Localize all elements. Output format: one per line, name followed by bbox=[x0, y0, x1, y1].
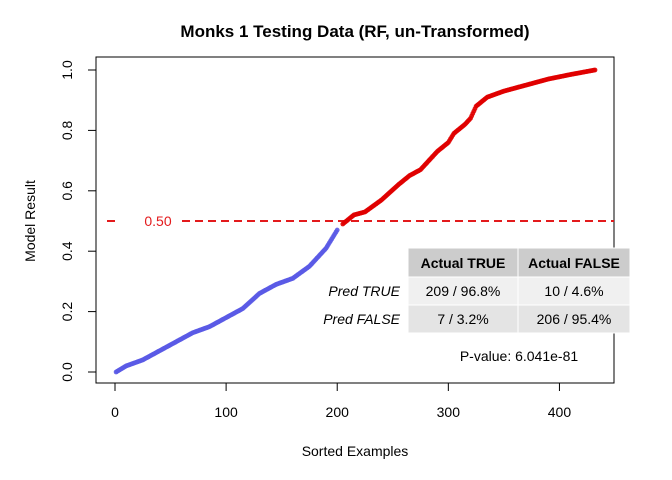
table-header-text: Actual TRUE bbox=[421, 255, 506, 271]
confusion-table: Actual TRUE Actual FALSE Pred TRUE 209 / 96… bbox=[323, 247, 631, 334]
threshold-group: 0.50 bbox=[107, 213, 614, 229]
data-point bbox=[334, 227, 340, 233]
x-tick-label: 400 bbox=[548, 404, 572, 420]
x-axis: 0 100 200 300 400 bbox=[111, 382, 572, 420]
x-tick-label: 200 bbox=[326, 404, 350, 420]
y-tick-label: 0.0 bbox=[59, 362, 75, 382]
table-header-cell bbox=[517, 247, 631, 278]
y-tick-label: 1.0 bbox=[59, 60, 75, 80]
table-header-text: Actual FALSE bbox=[528, 255, 620, 271]
table-row-label: Pred TRUE bbox=[328, 283, 400, 299]
x-axis-label: Sorted Examples bbox=[302, 443, 409, 459]
data-point bbox=[592, 67, 598, 73]
chart-title: Monks 1 Testing Data (RF, un-Transformed… bbox=[180, 22, 529, 41]
y-tick-label: 0.8 bbox=[59, 120, 75, 140]
threshold-label: 0.50 bbox=[144, 213, 171, 229]
p-value-text: P-value: 6.041e-81 bbox=[460, 348, 579, 364]
x-tick-label: 300 bbox=[437, 404, 461, 420]
table-cell-text: 10 / 4.6% bbox=[544, 283, 603, 299]
table-cell bbox=[407, 304, 519, 334]
x-tick-label: 0 bbox=[111, 404, 119, 420]
table-cell bbox=[517, 276, 631, 306]
table-cell-text: 209 / 96.8% bbox=[426, 283, 501, 299]
table-cell-text: 7 / 3.2% bbox=[437, 311, 488, 327]
x-tick-label: 100 bbox=[214, 404, 238, 420]
y-tick-label: 0.4 bbox=[59, 241, 75, 261]
table-cell-text: 206 / 95.4% bbox=[537, 311, 612, 327]
y-axis: 0.0 0.2 0.4 0.6 0.8 1.0 bbox=[59, 60, 97, 382]
y-axis-label: Model Result bbox=[22, 180, 38, 262]
y-tick-label: 0.2 bbox=[59, 302, 75, 322]
table-row-label: Pred FALSE bbox=[323, 311, 400, 327]
table-cell bbox=[517, 304, 631, 334]
y-tick-label: 0.6 bbox=[59, 181, 75, 201]
data-points bbox=[113, 67, 598, 375]
